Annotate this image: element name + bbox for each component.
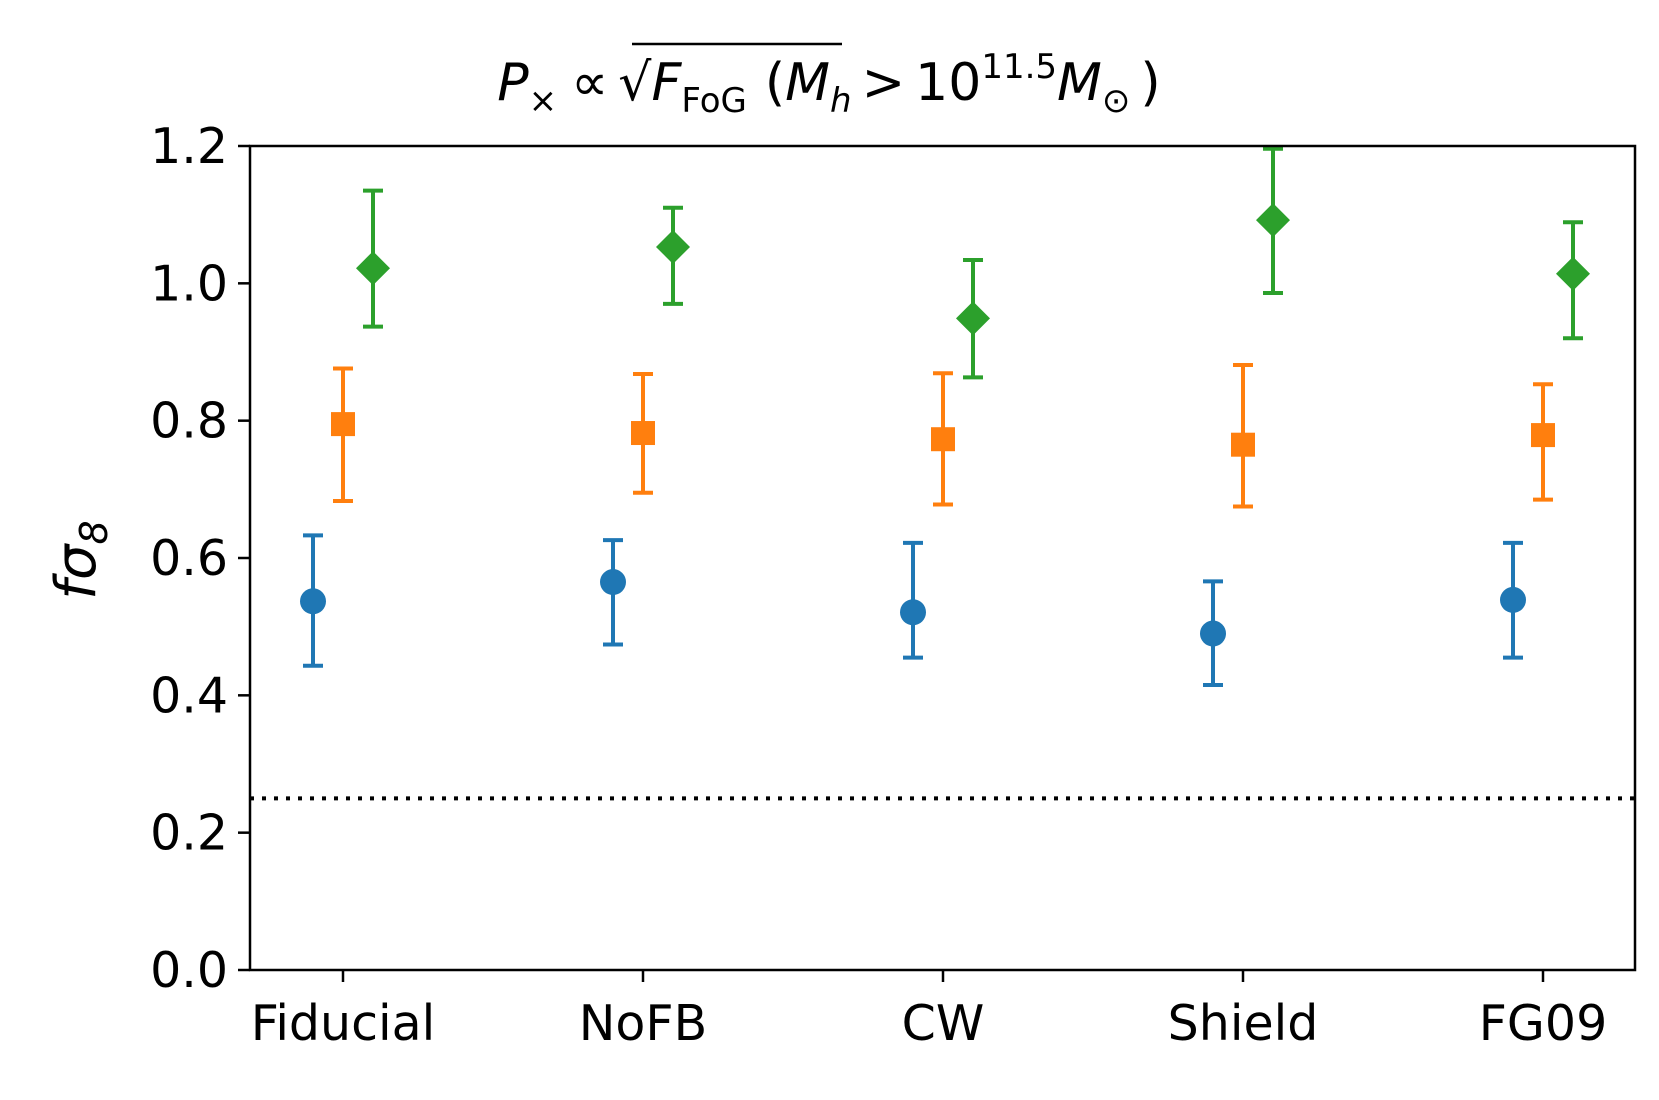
title-propto: ∝: [571, 53, 608, 113]
point-circle-fg09: [1500, 586, 1526, 613]
x-tick-label-fg09: FG09: [1479, 995, 1608, 1052]
y-tick-label: 0.6: [150, 530, 228, 587]
point-circle-nofb: [600, 569, 626, 596]
chart-title: P× ∝ √FFoG (Mh >1011.5M⊙): [497, 47, 1160, 121]
y-tick-label: 0.2: [150, 805, 228, 862]
y-tick-label: 0.4: [150, 667, 228, 724]
title-open-paren: (: [765, 53, 785, 113]
x-tick-label-fiducial: Fiducial: [251, 995, 436, 1052]
title-f: F: [651, 53, 682, 113]
y-tick-label: 0.8: [150, 393, 228, 450]
point-square-nofb: [631, 421, 655, 446]
series-diamond: [356, 146, 1590, 380]
axes-layer: 0.0 0.2 0.4 0.6 0.8 1.0 1.2 Fiducial NoFB CW Shiel…: [150, 118, 1637, 1052]
point-diamond-nofb: [656, 229, 690, 264]
y-tick-label: 0.0: [150, 942, 228, 999]
title-p-sub: ×: [529, 81, 558, 121]
title-m2: M: [1057, 53, 1102, 113]
title-gt: >: [862, 53, 906, 113]
point-square-shield: [1231, 432, 1255, 457]
point-square-cw: [931, 427, 955, 452]
point-circle-shield: [1200, 620, 1226, 647]
title-sun-sub: ⊙: [1102, 81, 1131, 121]
title-exponent: 11.5: [981, 47, 1057, 87]
point-diamond-fg09: [1556, 256, 1590, 291]
x-tick-label-cw: CW: [902, 995, 985, 1052]
title-ten: 10: [915, 53, 981, 113]
y-axis-label-base: fσ: [44, 543, 109, 600]
title-f-sub: FoG: [681, 81, 747, 121]
y-tick-label: 1.0: [150, 255, 228, 312]
series-circle: [300, 533, 1526, 688]
point-diamond-fiducial: [356, 251, 390, 286]
series-square: [331, 363, 1555, 509]
y-axis-label: fσ8: [44, 520, 116, 599]
plot-frame: [248, 144, 1637, 972]
point-square-fiducial: [331, 412, 355, 437]
point-circle-fiducial: [300, 588, 326, 615]
y-axis-label-sub: 8: [72, 520, 116, 544]
data-marks-layer: [300, 146, 1590, 688]
x-tick-label-shield: Shield: [1168, 995, 1319, 1052]
point-square-fg09: [1531, 423, 1555, 448]
title-m-sub: h: [830, 81, 852, 121]
title-p: P: [497, 53, 529, 113]
title-close-paren: ): [1140, 53, 1160, 113]
x-tick-label-nofb: NoFB: [579, 995, 707, 1052]
title-sqrt-sign: √: [618, 53, 652, 113]
point-diamond-cw: [956, 301, 990, 336]
point-diamond-shield: [1256, 203, 1290, 238]
title-m: M: [785, 53, 830, 113]
y-tick-label: 1.2: [150, 118, 228, 175]
point-circle-cw: [900, 599, 926, 626]
